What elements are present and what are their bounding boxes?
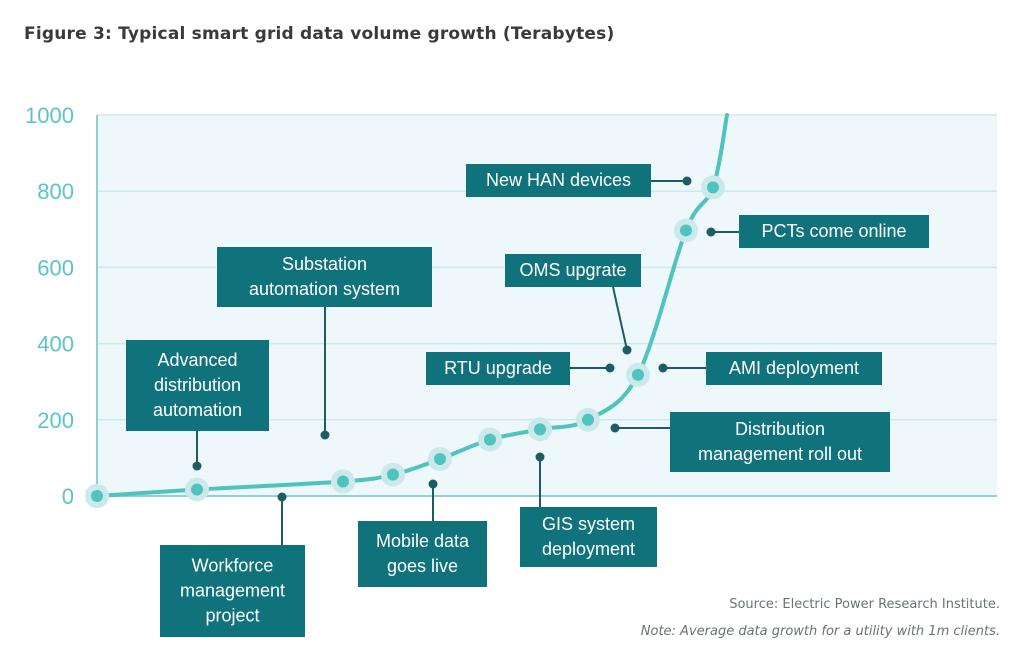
- annotation-box: [520, 507, 657, 567]
- annotation-dot: [706, 227, 716, 237]
- annotation-box: [466, 164, 651, 197]
- y-tick-label: 600: [37, 255, 74, 280]
- annotation-label: Distribution management roll out: [698, 419, 862, 464]
- annotation-dot: [610, 423, 620, 433]
- y-tick-label: 200: [37, 408, 74, 433]
- y-tick-label: 800: [37, 179, 74, 204]
- annotation-dot: [277, 492, 287, 502]
- annotation-label: Advanced distribution automation: [153, 350, 242, 420]
- annotation-dot: [320, 430, 330, 440]
- data-point: [484, 433, 496, 446]
- footnote: Note: Average data growth for a utility …: [640, 624, 1000, 639]
- annotation-label: AMI deployment: [729, 358, 859, 378]
- annotation-connector: [612, 286, 628, 351]
- y-tick-label: 0: [62, 484, 74, 509]
- annotation-box: [706, 352, 882, 385]
- annotation-box: [217, 247, 432, 307]
- annotation-label: RTU upgrade: [444, 358, 552, 378]
- annotation-box: [739, 215, 929, 248]
- annotation-dot: [192, 461, 202, 471]
- annotation-dot: [658, 363, 668, 373]
- y-tick-label: 1000: [25, 103, 74, 128]
- annotation-label: PCTs come online: [761, 221, 906, 241]
- chart-title: Figure 3: Typical smart grid data volume…: [24, 24, 615, 44]
- data-point: [632, 368, 644, 381]
- annotation-dot: [682, 176, 692, 186]
- annotation-label: Mobile data goes live: [376, 531, 470, 576]
- data-point: [582, 413, 594, 426]
- data-point: [337, 475, 349, 488]
- annotation-box: [126, 340, 269, 431]
- annotation-box: [505, 254, 641, 287]
- y-tick-label: 400: [37, 332, 74, 357]
- data-point: [680, 224, 692, 237]
- source-note: Source: Electric Power Research Institut…: [729, 597, 1000, 612]
- annotation-dot: [605, 363, 615, 373]
- annotation-dot: [428, 479, 438, 489]
- annotation-box: [160, 545, 305, 637]
- annotation-box: [358, 521, 487, 587]
- data-point: [387, 468, 399, 481]
- data-point: [191, 483, 203, 496]
- annotation-box: [670, 412, 890, 472]
- annotation-label: Workforce management project: [180, 556, 285, 626]
- data-point: [91, 490, 103, 502]
- annotation-label: Substation automation system: [249, 254, 400, 299]
- data-point: [534, 423, 546, 436]
- annotation-label: OMS upgrate: [519, 260, 626, 280]
- annotation-dot: [622, 345, 632, 355]
- data-point: [434, 453, 446, 466]
- annotation-label: GIS system deployment: [542, 514, 635, 559]
- annotation-dot: [535, 452, 545, 462]
- annotation-box: [426, 352, 570, 385]
- data-point: [707, 181, 719, 194]
- annotation-label: New HAN devices: [486, 170, 631, 190]
